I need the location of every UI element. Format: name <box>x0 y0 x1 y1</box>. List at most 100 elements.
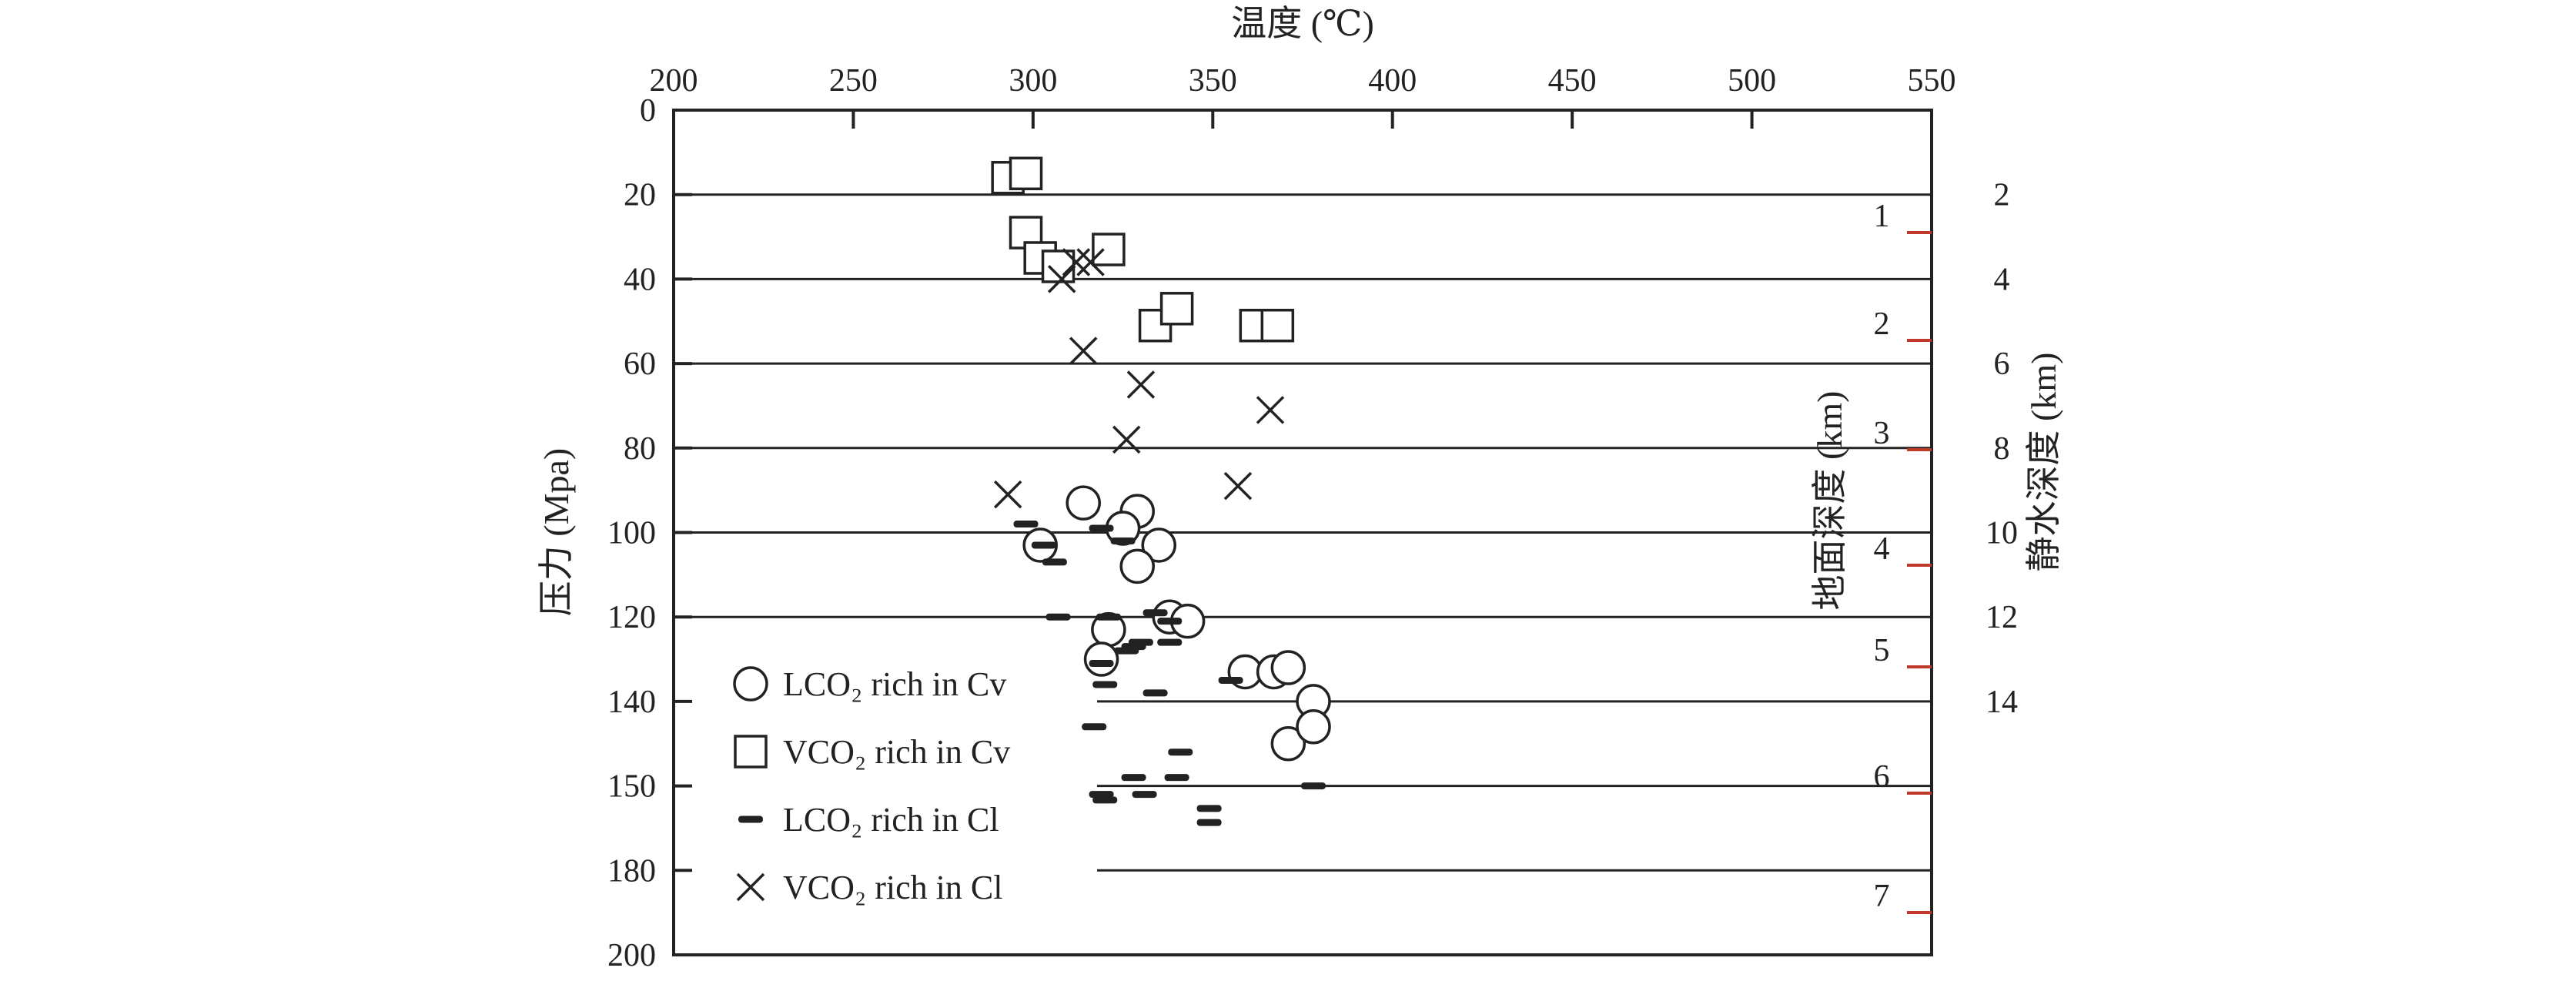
hydrostatic-depth-axis-title: 静水深度 (km) <box>2024 353 2063 572</box>
data-point <box>1164 774 1189 782</box>
data-point <box>1082 723 1107 731</box>
data-point <box>1270 726 1306 762</box>
y-axis-title: 压力 (Mpa) <box>537 448 576 616</box>
y-tick-label: 180 <box>607 853 656 889</box>
legend-label: VCO₂ rich in Cl <box>783 869 1002 906</box>
data-point <box>1301 782 1326 790</box>
hydrostatic-depth-label: 2 <box>1994 178 2010 213</box>
legend-marker <box>738 815 763 823</box>
x-stroke <box>1112 425 1141 454</box>
legend-label: LCO₂ rich in Cv <box>783 665 1006 703</box>
series-square <box>991 156 1295 343</box>
y-tick-label: 80 <box>624 431 656 467</box>
series-circle <box>1022 485 1331 762</box>
ground-depth-ticks: 1 2 3 4 5 6 7 <box>1874 199 1932 914</box>
data-point <box>1062 248 1091 276</box>
x-stroke <box>1076 248 1105 276</box>
data-point <box>1168 748 1193 756</box>
data-point <box>1256 396 1285 424</box>
legend-marker <box>733 666 768 702</box>
ground-depth-label: 5 <box>1874 633 1890 668</box>
x-stroke <box>993 480 1022 509</box>
data-point <box>1260 308 1295 343</box>
data-point <box>1066 485 1101 521</box>
y-tick-label: 100 <box>607 516 656 551</box>
data-point <box>1009 156 1043 191</box>
x-stroke <box>1047 265 1076 293</box>
data-point <box>1076 248 1105 276</box>
data-point <box>1047 265 1076 293</box>
hydrostatic-depth-label: 12 <box>1986 600 2018 635</box>
x-tick-label: 300 <box>1009 63 1057 99</box>
series-x <box>993 248 1285 509</box>
data-point <box>1196 805 1222 812</box>
hydrostatic-depth-label: 8 <box>1994 431 2010 467</box>
data-point <box>1142 609 1168 617</box>
y-axis-ticks: 0 20 40 60 80 100 120 140 150 180 200 <box>607 93 692 973</box>
x-tick-label: 350 <box>1189 63 1237 99</box>
data-point <box>1142 689 1168 697</box>
data-point <box>1196 819 1222 826</box>
data-point <box>1092 681 1118 688</box>
ground-depth-label: 1 <box>1874 199 1890 234</box>
y-tick-label: 60 <box>624 347 656 382</box>
y-tick-label: 140 <box>607 685 656 720</box>
ground-depth-label: 6 <box>1874 759 1890 795</box>
x-tick-label: 200 <box>650 63 698 99</box>
data-point <box>1157 638 1183 646</box>
x-tick-label: 250 <box>829 63 878 99</box>
data-point <box>1128 638 1153 646</box>
hydrostatic-depth-label: 14 <box>1986 685 2018 720</box>
legend-marker <box>736 872 765 902</box>
data-point <box>1138 308 1173 343</box>
legend: LCO₂ rich in Cv VCO₂ rich in Cv LCO₂ rich … <box>733 665 1010 906</box>
data-point <box>1296 709 1331 745</box>
x-tick-label: 450 <box>1548 63 1597 99</box>
legend-label: LCO₂ rich in Cl <box>783 801 999 839</box>
hydrostatic-depth-label: 10 <box>1986 516 2018 551</box>
data-point <box>1092 233 1126 266</box>
data-point <box>1270 650 1306 685</box>
data-point <box>1114 647 1139 655</box>
ground-depth-label: 4 <box>1874 531 1890 567</box>
legend-marker <box>734 735 768 769</box>
y-tick-label: 40 <box>624 262 656 297</box>
y-tick-label: 120 <box>607 600 656 635</box>
hydrostatic-depth-label: 4 <box>1994 262 2010 297</box>
x-tick-label: 550 <box>1908 63 1956 99</box>
gridlines <box>674 193 1932 872</box>
x-tick-label: 400 <box>1368 63 1417 99</box>
data-point <box>1157 618 1183 625</box>
data-point <box>1013 521 1039 528</box>
ground-depth-label: 7 <box>1874 879 1890 914</box>
data-point <box>1112 425 1141 454</box>
data-point <box>1089 791 1114 799</box>
data-point <box>993 480 1022 509</box>
ground-depth-label: 2 <box>1874 306 1890 342</box>
data-point <box>1159 292 1194 326</box>
x-stroke <box>1256 396 1285 424</box>
data-point <box>1042 558 1067 566</box>
data-point <box>1083 641 1119 677</box>
ground-depth-axis-title: 地面深度 (km) <box>1810 391 1849 611</box>
hydrostatic-depth-label: 6 <box>1994 347 2010 382</box>
hydrostatic-depth-ticks: 2 4 6 8 10 12 14 <box>1986 178 2018 720</box>
x-axis-title: 温度 (℃) <box>1231 4 1374 43</box>
data-point <box>1089 524 1114 532</box>
data-point <box>1110 537 1136 544</box>
x-stroke <box>1126 370 1156 399</box>
x-stroke <box>736 872 765 902</box>
data-point <box>1089 660 1114 668</box>
data-point <box>1031 541 1056 549</box>
data-point <box>1141 527 1177 563</box>
data-point <box>1092 796 1118 804</box>
data-point <box>1069 337 1098 365</box>
x-stroke <box>1069 337 1098 365</box>
data-point <box>1223 471 1253 501</box>
data-marks <box>991 156 1331 826</box>
series-dash <box>1013 521 1326 826</box>
y-tick-label: 200 <box>607 938 656 973</box>
y-tick-label: 20 <box>624 178 656 213</box>
data-point <box>1126 370 1156 399</box>
